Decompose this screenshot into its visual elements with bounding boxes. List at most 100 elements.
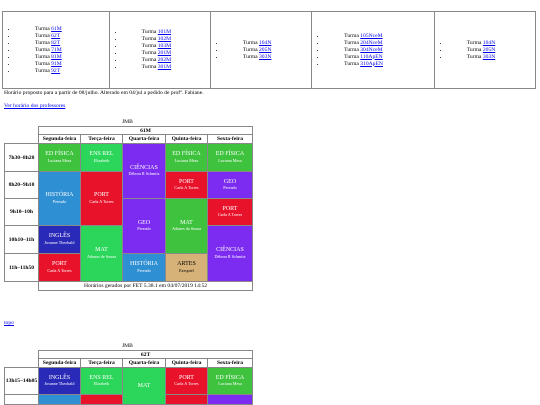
class-link[interactable]: 102M xyxy=(157,36,172,42)
subject-label: MAT xyxy=(180,219,193,226)
teacher-label: Débora R Schmitz xyxy=(128,171,160,176)
class-link[interactable]: 62T xyxy=(51,32,61,39)
class-link[interactable]: 104N xyxy=(482,39,496,46)
class-link[interactable]: 310ApEN xyxy=(360,60,383,67)
class-link[interactable]: 103M xyxy=(157,43,172,49)
subject-label: MAT xyxy=(95,247,108,253)
nav-list: Turma 61MTurma 62TTurma 82TTurma 71MTurm… xyxy=(3,26,109,75)
class-link[interactable]: 61M xyxy=(51,25,62,32)
school-name: JMB xyxy=(122,343,133,349)
top-link[interactable]: topo xyxy=(4,320,14,326)
subject-label: PORT xyxy=(52,261,67,267)
schedule-cell: ED FÍSICA Luciana Mesa xyxy=(206,367,254,395)
time-slot: 7h30–8h20 xyxy=(4,143,39,172)
day-header: Segunda-feira xyxy=(38,358,81,368)
nav-item: Turma 303N xyxy=(225,54,311,61)
schedule-cell: MAT Adones de Souza xyxy=(80,225,123,282)
teacher-label: Luciana Mesa xyxy=(47,157,72,163)
schedule-cell: ED FÍSICA Luciana Mesa xyxy=(207,143,253,172)
turma-label: Turma xyxy=(141,64,157,70)
school-name: JMB xyxy=(122,119,133,125)
subject-label: PORT xyxy=(179,374,194,381)
teacher-label: Carla A Torres xyxy=(174,185,199,190)
turma-label: Turma xyxy=(35,53,50,60)
day-header: Quinta-feira xyxy=(165,358,208,368)
class-link[interactable]: 104N xyxy=(258,39,272,46)
nav-item: Turma 201M xyxy=(124,50,210,57)
schedule-cell xyxy=(206,394,254,405)
nav-item: Turma 204NceM xyxy=(326,40,434,47)
teacher-label: Ezequiel xyxy=(179,267,194,273)
subject-label: HISTÓRIA xyxy=(45,192,74,198)
nav-list: Turma 105NceMTurma 204NceMTurma 304NceM T… xyxy=(312,33,434,68)
turma-label: Turma xyxy=(35,39,50,46)
class-link[interactable]: 110ApEN xyxy=(360,53,383,60)
class-link[interactable]: 205N xyxy=(258,46,272,53)
schedule-cell: PORT Carla A Torres xyxy=(165,171,208,199)
turma-label: Turma xyxy=(242,46,258,53)
class-link[interactable]: 82T xyxy=(51,39,61,46)
turma-label: Turma xyxy=(344,39,359,46)
time-slot xyxy=(4,394,39,405)
schedule-note: Horário proposto para a partir de 08/jul… xyxy=(4,90,204,96)
schedule-cell: INGLÊS Josanne Theobald xyxy=(38,367,81,395)
subject-label: PORT xyxy=(94,192,109,198)
turma-label: Turma xyxy=(141,36,157,42)
schedule-cell: PORT Carla A Torres xyxy=(165,367,208,395)
teacher-label: Pereado xyxy=(137,226,151,231)
nav-item: Turma 303N xyxy=(449,54,535,61)
day-header: Terça-feira xyxy=(80,134,123,144)
day-header: Sexta-feira xyxy=(206,358,254,368)
teacher-label: Luciana Mesa xyxy=(218,381,242,386)
nav-item: Turma 101M xyxy=(124,29,210,36)
turma-label: Turma xyxy=(35,25,50,32)
turma-label: Turma xyxy=(141,50,157,56)
day-header: Sexta-feira xyxy=(207,134,253,144)
class-link[interactable]: 202M xyxy=(157,57,172,63)
professors-schedule-link[interactable]: Ver horário dos professores xyxy=(4,103,66,109)
day-header: Quarta-feira xyxy=(122,358,166,368)
turma-label: Turma xyxy=(141,57,157,63)
class-link[interactable]: 201M xyxy=(157,50,172,56)
class-link[interactable]: 101M xyxy=(157,29,172,35)
nav-item: Turma 104N xyxy=(449,40,535,47)
class-link[interactable]: 105NceM xyxy=(360,32,383,39)
class-link[interactable]: 92T xyxy=(51,67,61,74)
teacher-label: Carla A Torres xyxy=(217,212,243,217)
schedule-cell xyxy=(80,394,123,405)
subject-label: ED FÍSICA xyxy=(215,374,245,381)
schedule-table-62t: 62T Segunda-feira Terça-feira Quarta-fei… xyxy=(4,350,254,405)
class-link[interactable]: 204NceM xyxy=(360,39,383,46)
schedule-cell: HISTÓRIA Pereado xyxy=(122,253,166,282)
teacher-label: Carla A Torres xyxy=(89,198,114,204)
class-title: 62T xyxy=(37,350,254,359)
class-link[interactable]: 303N xyxy=(258,53,272,60)
nav-item: Turma 71M xyxy=(17,47,109,54)
schedule-cell: INGLÊS Josanne Theobald xyxy=(38,225,81,254)
class-link[interactable]: 91M xyxy=(51,60,62,67)
teacher-label: Adones de Souza xyxy=(86,253,117,259)
class-link[interactable]: 205N xyxy=(482,46,496,53)
nav-item: Turma 62T xyxy=(17,33,109,40)
subject-label: PORT xyxy=(179,178,194,185)
class-title: 61M xyxy=(38,126,253,135)
schedule-cell: ED FÍSICA Luciana Mesa xyxy=(38,143,81,172)
nav-item: Turma 205N xyxy=(225,47,311,54)
class-link[interactable]: 301M xyxy=(157,64,172,70)
teacher-label: Luciana Mesa xyxy=(218,157,242,163)
corner-cell xyxy=(4,126,39,144)
schedule-cell: PORT Carla A Torres xyxy=(38,253,81,282)
nav-item: Turma 205N xyxy=(449,47,535,54)
nav-item: Turma 105NceM xyxy=(326,33,434,40)
class-link[interactable]: 304NceM xyxy=(360,46,383,53)
teacher-label: Carla A Torres xyxy=(174,381,199,386)
class-link[interactable]: 81M xyxy=(51,53,62,60)
schedule-cell: PORT Carla A Torres xyxy=(80,171,123,226)
subject-label: ED FÍSICA xyxy=(215,151,245,157)
class-link[interactable]: 303N xyxy=(482,53,496,60)
nav-item: Turma 310ApEN xyxy=(326,61,434,68)
schedule-cell: CIÊNCIAS Débora R Schmitz xyxy=(207,225,253,282)
schedule-cell: GEO Pereado xyxy=(122,198,166,254)
class-link[interactable]: 71M xyxy=(51,46,62,53)
subject-label: ENS REL xyxy=(89,151,114,157)
